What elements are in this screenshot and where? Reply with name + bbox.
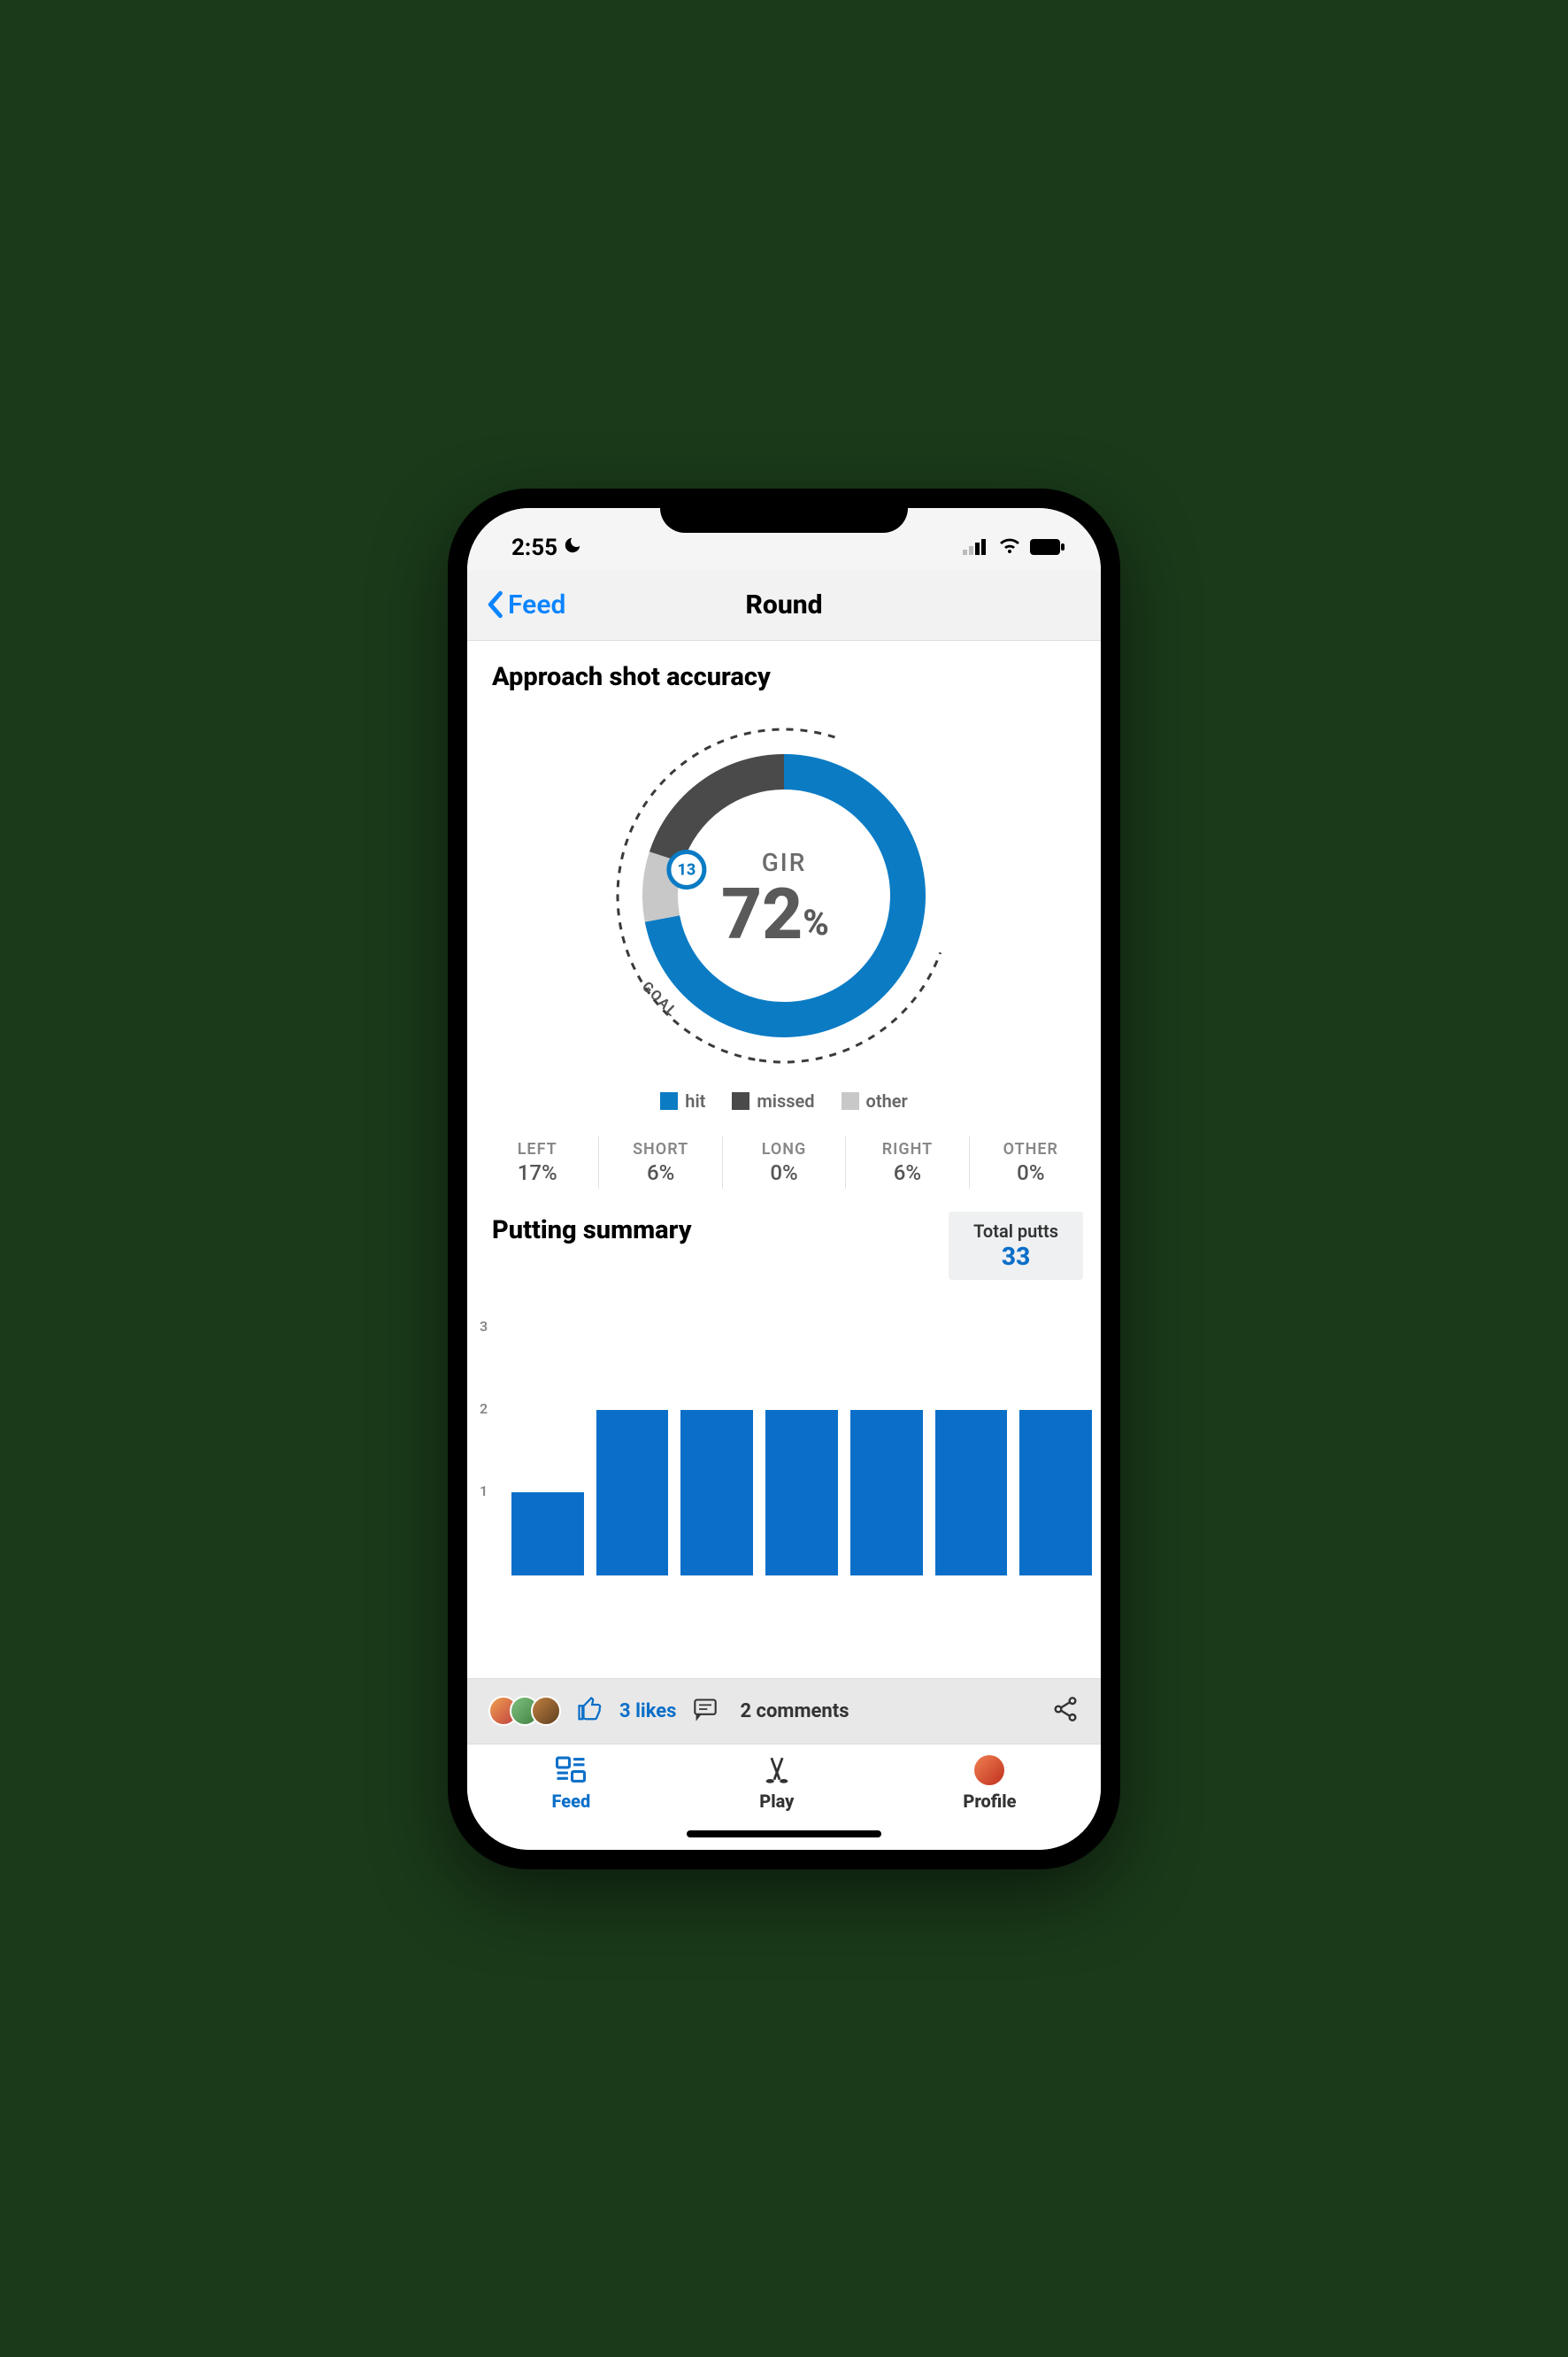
share-icon[interactable]: [1051, 1695, 1080, 1727]
miss-cell: RIGHT6%: [846, 1136, 969, 1189]
phone-frame: 2:55 Feed: [448, 489, 1120, 1869]
liker-avatars[interactable]: [488, 1696, 561, 1726]
putting-title: Putting summary: [492, 1212, 692, 1249]
tab-profile[interactable]: Profile: [963, 1755, 1016, 1812]
nav-title: Round: [746, 589, 823, 620]
miss-breakdown-row: LEFT17%SHORT6%LONG0%RIGHT6%OTHER0%: [467, 1126, 1101, 1208]
moon-icon: [563, 535, 582, 560]
approach-title: Approach shot accuracy: [467, 641, 1101, 701]
tab-feed-label: Feed: [552, 1791, 591, 1812]
device-notch: [660, 489, 908, 533]
tab-play-label: Play: [759, 1791, 794, 1812]
legend-label: other: [866, 1090, 908, 1112]
likes-count[interactable]: 3 likes: [619, 1700, 676, 1722]
miss-value: 6%: [599, 1160, 721, 1185]
signal-icon: [963, 535, 989, 561]
total-putts-label: Total putts: [973, 1221, 1058, 1242]
tab-profile-label: Profile: [963, 1791, 1016, 1812]
putt-bar: [1019, 1410, 1092, 1575]
putt-bar: [680, 1410, 753, 1575]
avatar: [531, 1696, 561, 1726]
profile-avatar-icon: [974, 1755, 1004, 1785]
nav-header: Feed Round: [467, 570, 1101, 641]
putt-bar: [765, 1410, 838, 1575]
tab-play[interactable]: Play: [759, 1755, 794, 1812]
legend-label: missed: [757, 1090, 814, 1112]
gir-donut-chart: 13GOALGIR72%: [467, 701, 1101, 1082]
legend-item: hit: [660, 1090, 705, 1112]
svg-text:72%: 72%: [721, 873, 829, 956]
putting-bar-chart: 1 2 3: [467, 1283, 1101, 1575]
putt-bar: [511, 1492, 584, 1575]
miss-label: LEFT: [476, 1140, 598, 1159]
comments-count[interactable]: 2 comments: [740, 1700, 849, 1722]
miss-cell: SHORT6%: [599, 1136, 722, 1189]
miss-label: LONG: [723, 1140, 845, 1159]
golf-clubs-icon: [760, 1755, 794, 1785]
svg-text:13: 13: [678, 860, 696, 879]
putt-bar: [935, 1410, 1008, 1575]
putt-bar: [850, 1410, 923, 1575]
status-time: 2:55: [511, 535, 557, 561]
y-tick-label: 2: [480, 1400, 488, 1417]
phone-screen: 2:55 Feed: [467, 508, 1101, 1850]
miss-value: 0%: [723, 1160, 845, 1185]
back-button[interactable]: Feed: [467, 589, 565, 620]
miss-label: SHORT: [599, 1140, 721, 1159]
home-indicator[interactable]: [687, 1830, 881, 1837]
social-bar: 3 likes 2 comments: [467, 1678, 1101, 1744]
legend-swatch: [660, 1092, 678, 1110]
total-putts-box: Total putts 33: [949, 1212, 1083, 1280]
donut-legend: hit missed other: [467, 1082, 1101, 1126]
thumbs-up-icon[interactable]: [577, 1696, 603, 1726]
wifi-icon: [998, 535, 1021, 561]
miss-value: 6%: [846, 1160, 968, 1185]
miss-value: 17%: [476, 1160, 598, 1185]
back-label: Feed: [508, 589, 565, 620]
miss-label: OTHER: [970, 1140, 1092, 1159]
tab-feed[interactable]: Feed: [552, 1755, 591, 1812]
y-tick-label: 3: [480, 1318, 488, 1335]
putt-bar: [596, 1410, 669, 1575]
battery-icon: [1030, 535, 1065, 561]
legend-item: missed: [732, 1090, 814, 1112]
feed-icon: [554, 1755, 588, 1785]
miss-cell: LONG0%: [723, 1136, 846, 1189]
legend-swatch: [842, 1092, 859, 1110]
miss-cell: OTHER0%: [970, 1136, 1092, 1189]
legend-swatch: [732, 1092, 749, 1110]
legend-label: hit: [685, 1090, 705, 1112]
y-tick-label: 1: [480, 1483, 488, 1499]
putting-header: Putting summary Total putts 33: [467, 1208, 1101, 1283]
chevron-left-icon: [485, 590, 504, 619]
comment-icon[interactable]: [692, 1697, 719, 1725]
total-putts-value: 33: [973, 1242, 1058, 1271]
content-area: Approach shot accuracy 13GOALGIR72% hit m…: [467, 641, 1101, 1678]
legend-item: other: [842, 1090, 908, 1112]
miss-value: 0%: [970, 1160, 1092, 1185]
miss-cell: LEFT17%: [476, 1136, 599, 1189]
miss-label: RIGHT: [846, 1140, 968, 1159]
